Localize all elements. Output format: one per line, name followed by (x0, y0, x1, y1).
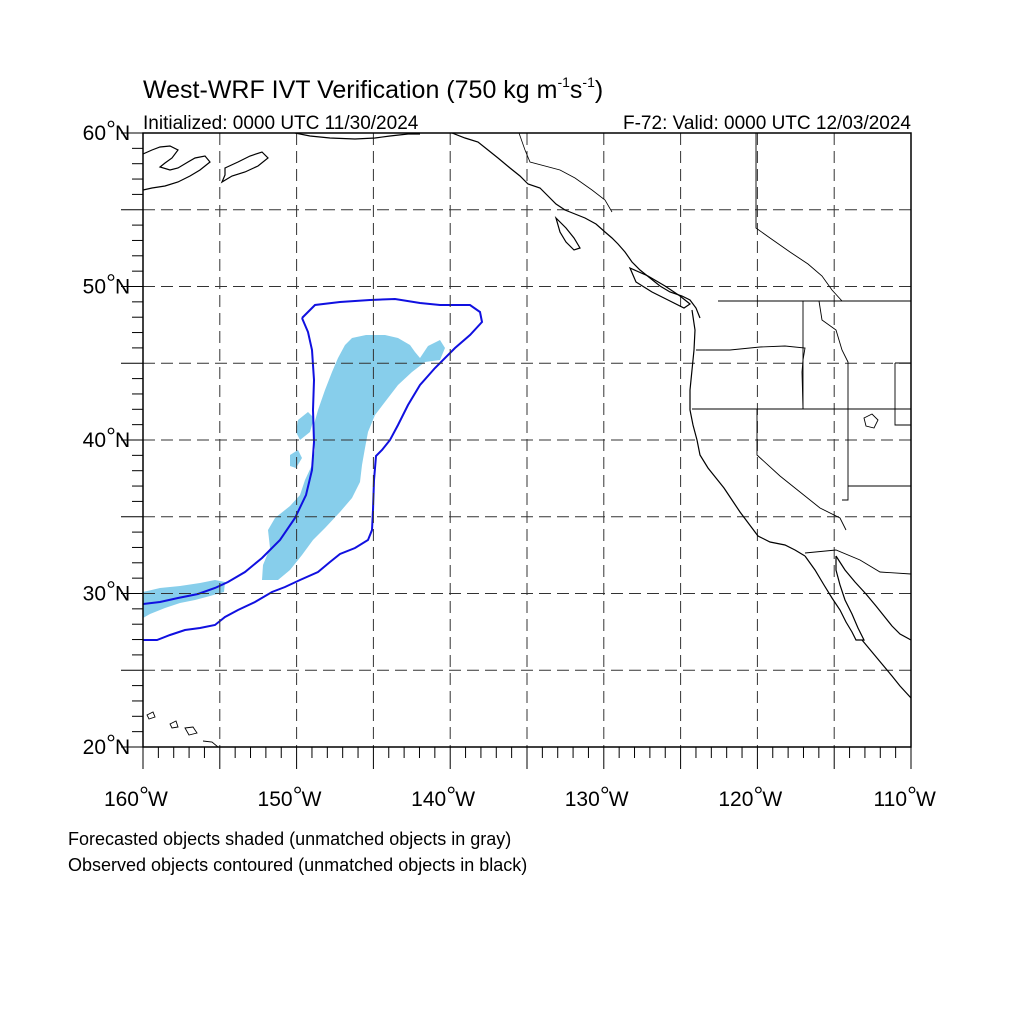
coastline-kodiak (220, 151, 269, 184)
border-wyoming (894, 362, 911, 426)
lat-label: 30 (83, 583, 106, 606)
degree-symbol (107, 581, 115, 588)
lat-label: 50 (83, 276, 106, 299)
lat-hemisphere: N (115, 122, 130, 145)
degree-symbol (294, 786, 302, 794)
lon-label: 150 (258, 788, 293, 811)
degree-symbol (107, 427, 115, 435)
lat-label: 60 (83, 122, 106, 145)
lake-great-salt (863, 413, 879, 429)
coastline-us-west (689, 309, 806, 557)
figure-title: West-WRF IVT Verification (750 kg m-1s-1… (143, 74, 603, 104)
forecast-object-small (296, 412, 314, 440)
forecast-objects (143, 335, 445, 618)
degree-symbol (601, 786, 609, 794)
degree-symbol (140, 786, 148, 794)
border-nevada-california (756, 409, 847, 531)
island-kauai (146, 711, 156, 720)
coastlines (143, 133, 911, 747)
lon-hemisphere: W (609, 788, 629, 811)
observed-object-contour-west (143, 317, 316, 605)
lat-hemisphere: N (115, 736, 130, 759)
island-oahu (169, 720, 179, 729)
caption-observed-legend: Observed objects contoured (unmatched ob… (68, 855, 528, 875)
lon-hemisphere: W (148, 788, 168, 811)
island-hawaii (202, 740, 219, 747)
init-time-label: Initialized: 0000 UTC 11/30/2024 (143, 113, 419, 134)
degree-symbol (755, 786, 762, 794)
degree-symbol (447, 786, 455, 794)
coastline-mexico (835, 555, 911, 699)
lon-hemisphere: W (302, 788, 322, 811)
forecast-object-west (143, 580, 225, 618)
degree-symbol (107, 734, 115, 742)
forecast-object-dot (290, 450, 302, 468)
map-panel: 60 N 50 N 40 N 30 N 20 N 160 W 150 W 140 W 130 W 120 W 110 W (83, 120, 936, 811)
caption: Forecasted objects shaded (unmatched obj… (68, 826, 527, 878)
coastline-haida-gwaii (554, 215, 581, 251)
latitude-labels: 60 N 50 N 40 N 30 N 20 N (83, 120, 130, 759)
island-maui (184, 726, 198, 736)
coastline-alaska-gulf (294, 133, 420, 140)
boundary-alaska-canada (518, 133, 613, 213)
coastline-vancouver-island (628, 266, 692, 309)
border-oregon-washington (696, 345, 806, 410)
lat-hemisphere: N (115, 583, 130, 606)
coastline-panhandle (451, 133, 701, 319)
lat-label: 40 (83, 429, 106, 452)
lon-hemisphere: W (762, 788, 782, 811)
lon-label: 160 (104, 788, 139, 811)
degree-symbol (107, 120, 115, 128)
caption-forecast-legend: Forecasted objects shaded (unmatched obj… (68, 829, 512, 849)
forecast-object-main (262, 335, 445, 580)
lat-hemisphere: N (115, 276, 130, 299)
border-us-mexico (804, 549, 911, 575)
lat-hemisphere: N (115, 429, 130, 452)
degree-symbol (908, 786, 916, 794)
axis-ticks (121, 132, 912, 769)
lon-label: 140 (411, 788, 446, 811)
lat-label: 20 (83, 736, 106, 759)
coastline-baja (804, 555, 865, 641)
border-bc-alberta (755, 133, 843, 302)
lon-label: 110 (874, 788, 907, 811)
valid-time-label: F-72: Valid: 0000 UTC 12/03/2024 (623, 113, 911, 134)
lon-label: 130 (565, 788, 600, 811)
coastline-alaska-west (143, 145, 211, 191)
border-nevada-utah (842, 409, 849, 501)
lon-hemisphere: W (916, 788, 936, 811)
lon-label: 120 (718, 788, 753, 811)
degree-symbol (107, 274, 115, 281)
border-idaho (802, 300, 849, 409)
lon-hemisphere: W (455, 788, 475, 811)
longitude-labels: 160 W 150 W 140 W 130 W 120 W 110 W (104, 786, 936, 811)
